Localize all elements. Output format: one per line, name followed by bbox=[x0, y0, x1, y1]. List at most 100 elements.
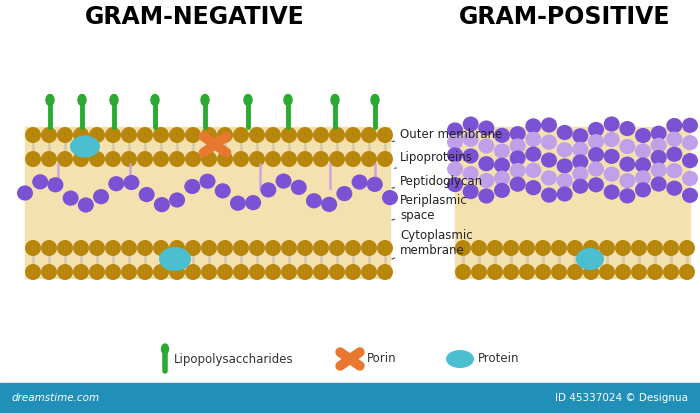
Ellipse shape bbox=[576, 248, 604, 270]
Circle shape bbox=[265, 127, 281, 143]
Circle shape bbox=[631, 264, 647, 280]
Circle shape bbox=[631, 240, 647, 256]
Ellipse shape bbox=[603, 185, 620, 199]
Circle shape bbox=[169, 151, 185, 167]
Circle shape bbox=[153, 127, 169, 143]
Circle shape bbox=[233, 240, 249, 256]
Circle shape bbox=[233, 264, 249, 280]
Circle shape bbox=[265, 151, 281, 167]
Ellipse shape bbox=[510, 176, 526, 192]
Circle shape bbox=[201, 264, 217, 280]
Ellipse shape bbox=[215, 183, 231, 199]
Ellipse shape bbox=[573, 128, 588, 143]
Ellipse shape bbox=[556, 158, 573, 173]
Circle shape bbox=[57, 127, 73, 143]
Circle shape bbox=[519, 240, 535, 256]
Ellipse shape bbox=[682, 118, 698, 133]
Circle shape bbox=[599, 240, 615, 256]
Ellipse shape bbox=[620, 173, 636, 188]
Ellipse shape bbox=[17, 185, 33, 201]
Circle shape bbox=[169, 264, 185, 280]
Ellipse shape bbox=[620, 121, 636, 136]
Circle shape bbox=[217, 240, 233, 256]
Circle shape bbox=[185, 264, 201, 280]
Ellipse shape bbox=[463, 148, 479, 164]
Circle shape bbox=[663, 240, 679, 256]
Circle shape bbox=[345, 240, 361, 256]
Ellipse shape bbox=[666, 132, 682, 147]
Circle shape bbox=[297, 264, 313, 280]
Circle shape bbox=[615, 240, 631, 256]
Ellipse shape bbox=[603, 166, 620, 182]
Ellipse shape bbox=[201, 95, 209, 105]
Ellipse shape bbox=[525, 132, 541, 147]
Ellipse shape bbox=[32, 174, 48, 190]
Circle shape bbox=[89, 127, 105, 143]
Circle shape bbox=[583, 240, 599, 256]
Ellipse shape bbox=[510, 138, 526, 154]
Text: Cytoplasmic
membrane: Cytoplasmic membrane bbox=[392, 229, 473, 259]
Circle shape bbox=[455, 264, 471, 280]
Circle shape bbox=[89, 240, 105, 256]
Ellipse shape bbox=[588, 177, 604, 192]
Ellipse shape bbox=[635, 170, 651, 185]
Ellipse shape bbox=[510, 150, 526, 166]
Circle shape bbox=[503, 264, 519, 280]
Circle shape bbox=[361, 240, 377, 256]
Ellipse shape bbox=[46, 95, 54, 105]
Circle shape bbox=[137, 240, 153, 256]
Circle shape bbox=[503, 240, 519, 256]
Circle shape bbox=[185, 127, 201, 143]
Circle shape bbox=[217, 264, 233, 280]
Circle shape bbox=[41, 240, 57, 256]
Circle shape bbox=[105, 264, 121, 280]
Ellipse shape bbox=[525, 118, 541, 133]
Circle shape bbox=[25, 264, 41, 280]
Ellipse shape bbox=[260, 182, 276, 197]
Ellipse shape bbox=[588, 134, 604, 149]
Circle shape bbox=[153, 264, 169, 280]
Ellipse shape bbox=[367, 177, 383, 192]
Ellipse shape bbox=[651, 163, 666, 178]
Circle shape bbox=[361, 127, 377, 143]
Ellipse shape bbox=[525, 163, 541, 178]
Ellipse shape bbox=[651, 150, 666, 165]
Ellipse shape bbox=[525, 147, 541, 162]
Circle shape bbox=[679, 240, 695, 256]
Ellipse shape bbox=[139, 187, 155, 202]
Ellipse shape bbox=[199, 173, 216, 189]
Ellipse shape bbox=[494, 183, 510, 198]
Circle shape bbox=[471, 264, 487, 280]
Circle shape bbox=[217, 127, 233, 143]
Circle shape bbox=[297, 127, 313, 143]
Circle shape bbox=[345, 127, 361, 143]
Circle shape bbox=[57, 240, 73, 256]
Ellipse shape bbox=[573, 178, 588, 194]
Circle shape bbox=[377, 240, 393, 256]
Ellipse shape bbox=[573, 166, 588, 181]
Ellipse shape bbox=[666, 147, 682, 162]
Circle shape bbox=[471, 240, 487, 256]
Ellipse shape bbox=[478, 156, 494, 171]
Circle shape bbox=[249, 264, 265, 280]
Ellipse shape bbox=[245, 195, 261, 210]
Circle shape bbox=[377, 264, 393, 280]
Text: Periplasmic
space: Periplasmic space bbox=[392, 194, 468, 222]
Ellipse shape bbox=[666, 118, 682, 133]
Circle shape bbox=[313, 240, 329, 256]
Ellipse shape bbox=[556, 173, 573, 188]
Ellipse shape bbox=[556, 186, 573, 202]
Circle shape bbox=[41, 127, 57, 143]
Ellipse shape bbox=[682, 153, 698, 168]
Ellipse shape bbox=[573, 154, 588, 169]
Circle shape bbox=[313, 264, 329, 280]
Ellipse shape bbox=[306, 193, 322, 209]
Circle shape bbox=[121, 240, 137, 256]
Circle shape bbox=[361, 264, 377, 280]
Ellipse shape bbox=[478, 173, 494, 188]
Ellipse shape bbox=[447, 135, 463, 150]
Ellipse shape bbox=[478, 121, 494, 135]
Circle shape bbox=[217, 151, 233, 167]
Circle shape bbox=[249, 240, 265, 256]
Ellipse shape bbox=[478, 188, 494, 204]
